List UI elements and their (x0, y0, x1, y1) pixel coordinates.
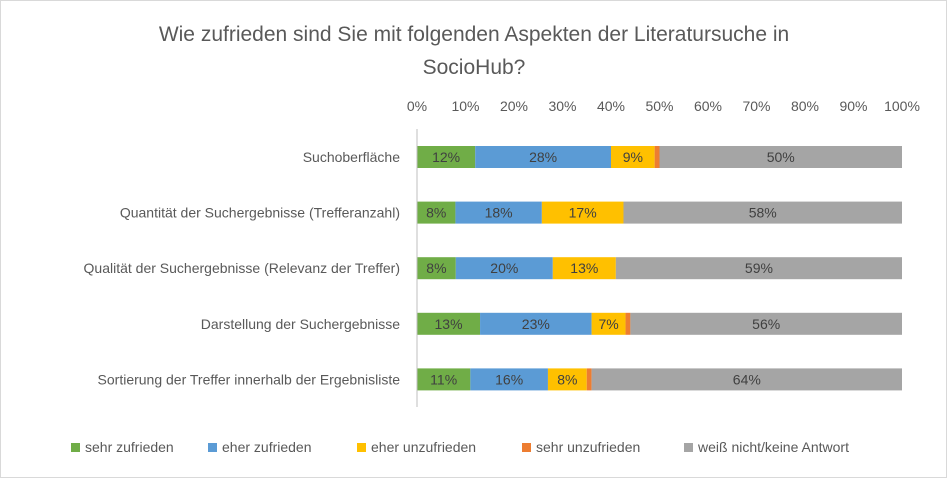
bar-segment (475, 146, 611, 168)
legend: sehr zufrieden eher zufrieden eher unzufri… (71, 439, 849, 455)
bar-segment (659, 146, 902, 168)
bar-segment (552, 257, 616, 280)
legend-swatch (71, 443, 80, 452)
data-label: 8% (426, 205, 446, 221)
data-label: 12% (432, 149, 460, 165)
bar-segment (591, 368, 902, 391)
legend-label: weiß nicht/keine Antwort (697, 439, 849, 455)
bar-segment (654, 146, 660, 168)
x-axis-ticks: 0% 10% 20% 30% 40% 50% 60% 70% 80% 90% 100% (407, 98, 920, 114)
bar-segment (547, 368, 587, 391)
data-label: 16% (495, 371, 523, 387)
data-label: 9% (623, 149, 643, 165)
chart-title-line-1: Wie zufrieden sind Sie mit folgenden Asp… (159, 23, 789, 46)
category-label: Quantität der Suchergebnisse (Trefferanz… (120, 205, 400, 221)
data-label: 7% (598, 316, 618, 332)
x-tick-label: 90% (839, 98, 867, 114)
data-label: 28% (529, 149, 557, 165)
data-label: 59% (745, 260, 773, 276)
x-tick-label: 50% (645, 98, 673, 114)
data-label: 13% (570, 260, 598, 276)
data-label: 58% (749, 205, 777, 221)
bar-segment (455, 201, 542, 224)
legend-label: eher unzufrieden (371, 439, 476, 455)
x-tick-label: 20% (500, 98, 528, 114)
data-label: 50% (767, 149, 795, 165)
data-label: 18% (485, 205, 513, 221)
data-label: 13% (435, 316, 463, 332)
legend-label: eher zufrieden (222, 439, 312, 455)
legend-swatch (522, 443, 531, 452)
x-tick-label: 80% (791, 98, 819, 114)
category-label: Sortierung der Treffer innerhalb der Erg… (98, 371, 401, 387)
bar-segment (470, 368, 548, 391)
bar-segment (455, 257, 553, 280)
bar-segment (630, 312, 902, 335)
data-label: 17% (569, 205, 597, 221)
bar-segment (623, 201, 902, 224)
category-label: Darstellung der Suchergebnisse (201, 316, 400, 332)
bar-segment (417, 257, 456, 280)
x-tick-label: 10% (451, 98, 479, 114)
x-tick-label: 30% (548, 98, 576, 114)
data-label: 56% (752, 316, 780, 332)
bar-segment (417, 146, 476, 168)
legend-swatch (684, 443, 693, 452)
data-label: 8% (557, 371, 577, 387)
data-label: 64% (733, 371, 761, 387)
data-label: 23% (522, 316, 550, 332)
bar-segment (625, 312, 631, 335)
data-label: 8% (426, 260, 446, 276)
bar-segment (615, 257, 902, 280)
category-labels: Suchoberfläche Quantität der Suchergebnis… (84, 149, 401, 387)
bar-segment (611, 146, 655, 168)
bar-segment (586, 368, 592, 391)
x-tick-label: 40% (597, 98, 625, 114)
bar-segment (541, 201, 624, 224)
legend-label: sehr unzufrieden (536, 439, 640, 455)
category-label: Suchoberfläche (303, 149, 401, 165)
bar-segment (417, 312, 481, 335)
legend-swatch (208, 443, 217, 452)
data-labels: 12% 28% 9% 50% 8% 18% 17% 58% 8% 20% 13% 59% 13% 23% 7… (426, 149, 795, 387)
x-tick-label: 0% (407, 98, 427, 114)
x-tick-label: 70% (742, 98, 770, 114)
legend-label: sehr zufrieden (85, 439, 174, 455)
data-label: 11% (430, 371, 457, 387)
category-label: Qualität der Suchergebnisse (Relevanz de… (84, 260, 400, 276)
x-tick-label: 60% (694, 98, 722, 114)
chart-title-line-2: SocioHub? (423, 56, 526, 79)
data-label: 20% (490, 260, 518, 276)
bars (417, 146, 902, 391)
x-tick-label: 100% (884, 98, 920, 114)
bar-segment (591, 312, 626, 335)
bar-segment (417, 368, 471, 391)
bar-segment (417, 201, 456, 224)
bar-segment (480, 312, 592, 335)
legend-swatch (357, 443, 366, 452)
